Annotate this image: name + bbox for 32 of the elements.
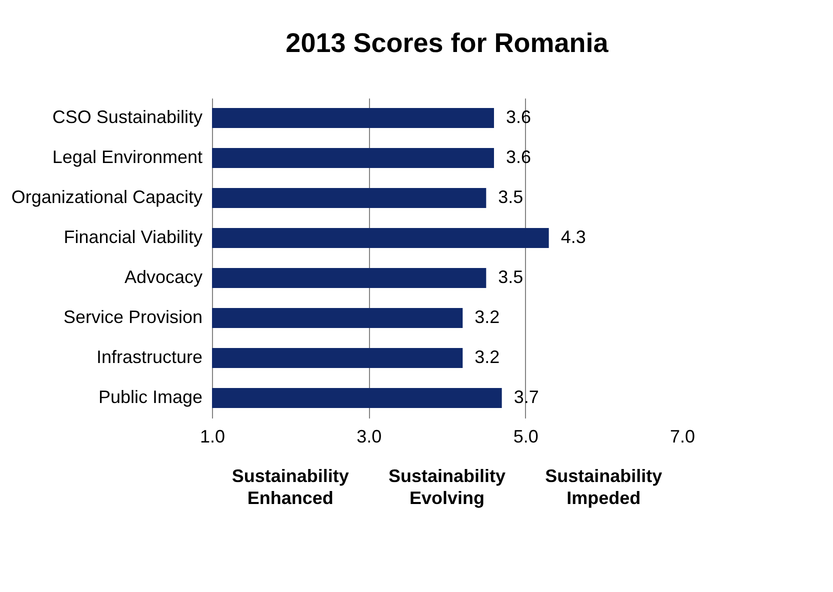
y-tick-label: Service Provision bbox=[63, 307, 202, 327]
text: Sustainability Enhanced bbox=[232, 466, 349, 508]
bar bbox=[212, 228, 549, 248]
bar bbox=[212, 148, 494, 168]
bar bbox=[212, 108, 494, 128]
bar bbox=[212, 268, 486, 288]
text: Sustainability Impeded bbox=[545, 466, 662, 508]
data-label: 3.5 bbox=[498, 267, 524, 287]
bar bbox=[212, 308, 463, 328]
x-tick-label: 1.0 bbox=[200, 426, 226, 446]
y-tick-label: Legal Environment bbox=[52, 147, 202, 167]
data-label: 4.3 bbox=[560, 227, 586, 247]
chart-title: 2013 Scores for Romania bbox=[286, 28, 610, 58]
y-tick-label: Infrastructure bbox=[96, 347, 202, 367]
data-label: 3.6 bbox=[506, 147, 532, 167]
y-tick-label: CSO Sustainability bbox=[52, 107, 202, 127]
data-label: 3.2 bbox=[474, 307, 500, 327]
text: Sustainability Evolving bbox=[388, 466, 506, 508]
y-tick-label: Financial Viability bbox=[64, 227, 202, 247]
bar bbox=[212, 188, 486, 208]
data-label: 3.2 bbox=[474, 347, 500, 367]
bar bbox=[212, 388, 502, 408]
data-label: 3.6 bbox=[506, 107, 532, 127]
bar bbox=[212, 348, 463, 368]
x-tick-label: 5.0 bbox=[513, 426, 538, 446]
x-tick-label: 7.0 bbox=[670, 426, 696, 446]
x-tick-label: 3.0 bbox=[356, 426, 382, 446]
y-tick-label: Advocacy bbox=[124, 267, 202, 287]
data-label: 3.5 bbox=[498, 187, 524, 207]
data-label: 3.7 bbox=[514, 387, 539, 407]
y-tick-label: Public Image bbox=[98, 387, 202, 407]
y-tick-label: Organizational Capacity bbox=[11, 187, 202, 207]
